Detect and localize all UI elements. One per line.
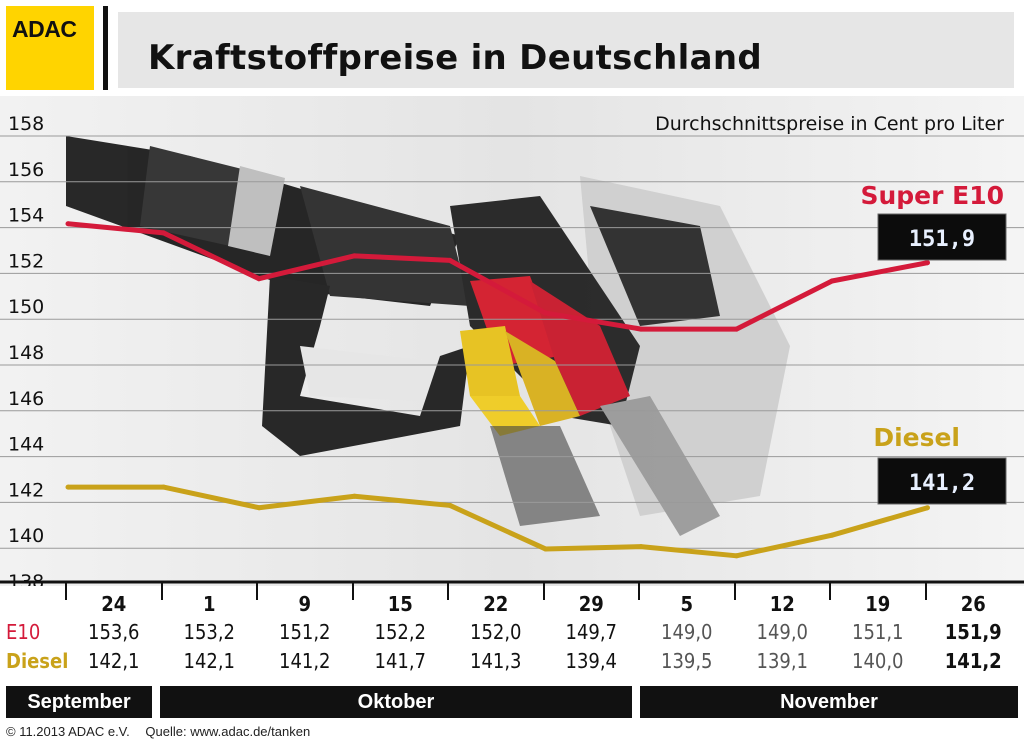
e10-price-display: 151,9 bbox=[877, 213, 1007, 261]
x-tick-label: 1 bbox=[202, 592, 216, 616]
diesel-series-line bbox=[68, 484, 929, 559]
e10-value-label: 149,0 bbox=[661, 620, 713, 644]
e10-series-line bbox=[67, 221, 928, 332]
diesel-value-label: 142,1 bbox=[88, 649, 140, 673]
e10-row-label: E10 bbox=[6, 620, 41, 644]
diesel-data-point bbox=[161, 484, 166, 490]
y-tick-label: 148 bbox=[8, 342, 44, 364]
diesel-legend-label: Diesel bbox=[873, 423, 960, 452]
x-tick-label: 24 bbox=[101, 592, 127, 616]
source: Quelle: www.adac.de/tanken bbox=[145, 724, 311, 739]
diesel-data-point bbox=[543, 546, 548, 552]
diesel-data-point bbox=[734, 553, 739, 559]
copyright: © 11.2013 ADAC e.V. bbox=[6, 724, 130, 739]
x-tick-label: 5 bbox=[680, 592, 694, 616]
diesel-data-point bbox=[65, 484, 71, 490]
e10-value-label: 151,9 bbox=[944, 620, 1002, 644]
e10-value-label: 149,7 bbox=[565, 620, 618, 644]
y-tick-label: 142 bbox=[8, 479, 44, 501]
column-separator bbox=[924, 582, 927, 600]
chart-area: 158 156 154 152 150 148 146 144 142 140 138 Durchs… bbox=[0, 96, 1024, 586]
gridlines bbox=[0, 135, 1024, 549]
diesel-display-value: 141,2 bbox=[909, 471, 975, 496]
diesel-data-point bbox=[638, 544, 644, 550]
e10-data-point bbox=[352, 253, 357, 259]
diesel-value-label: 139,1 bbox=[756, 649, 809, 673]
e10-data-point bbox=[829, 278, 835, 284]
column-separator bbox=[542, 582, 545, 600]
y-tick-label: 138 bbox=[8, 571, 44, 586]
column-separator bbox=[351, 582, 354, 600]
x-tick-label: 12 bbox=[769, 592, 795, 616]
y-tick-label: 152 bbox=[8, 250, 44, 272]
x-tick-label: 19 bbox=[865, 592, 891, 616]
e10-value-label: 149,0 bbox=[756, 620, 809, 644]
e10-data-point bbox=[543, 310, 548, 316]
diesel-value-label: 141,2 bbox=[279, 649, 331, 673]
series-lines bbox=[65, 221, 930, 559]
diesel-price-display: 141,2 bbox=[877, 457, 1007, 505]
e10-legend-label: Super E10 bbox=[860, 181, 1004, 210]
e10-data-point bbox=[925, 260, 930, 266]
e10-display-value: 151,9 bbox=[909, 227, 975, 252]
x-tick-label: 26 bbox=[960, 592, 986, 616]
y-tick-label: 150 bbox=[8, 296, 44, 318]
footer: © 11.2013 ADAC e.V. Quelle: www.adac.de/… bbox=[6, 724, 322, 739]
column-separator bbox=[65, 582, 67, 600]
e10-data-point bbox=[65, 221, 71, 227]
diesel-value-label: 139,5 bbox=[661, 649, 713, 673]
column-separator bbox=[256, 582, 258, 600]
diesel-data-point bbox=[352, 493, 357, 499]
e10-value-label: 151,1 bbox=[852, 620, 904, 644]
y-tick-label: 146 bbox=[8, 388, 44, 410]
diesel-data-point bbox=[829, 532, 835, 538]
diesel-value-label: 141,2 bbox=[944, 649, 1002, 673]
column-separator bbox=[733, 582, 736, 600]
diesel-value-label: 142,1 bbox=[183, 649, 236, 673]
x-tick-label: 15 bbox=[387, 592, 413, 616]
x-tick-label: 29 bbox=[578, 592, 604, 616]
diesel-row-label: Diesel bbox=[6, 649, 69, 673]
e10-data-point bbox=[734, 326, 739, 332]
e10-data-point bbox=[447, 257, 453, 263]
diesel-data-point bbox=[925, 505, 930, 511]
logo-text: ADAC bbox=[12, 16, 77, 42]
diesel-value-label: 141,7 bbox=[374, 649, 427, 673]
column-separator bbox=[829, 582, 831, 600]
title-background bbox=[118, 12, 1014, 88]
e10-value-label: 151,2 bbox=[279, 620, 331, 644]
y-tick-label: 144 bbox=[8, 434, 44, 456]
diesel-data-point bbox=[256, 505, 262, 511]
diesel-value-label: 139,4 bbox=[565, 649, 618, 673]
column-separator bbox=[638, 582, 640, 600]
month-label-september: September bbox=[6, 686, 152, 718]
e10-value-label: 152,2 bbox=[374, 620, 427, 644]
chart-subtitle: Durchschnittspreise in Cent pro Liter bbox=[655, 113, 1004, 135]
logo-divider bbox=[103, 6, 108, 90]
x-tick-label: 9 bbox=[298, 592, 312, 616]
y-tick-label: 140 bbox=[8, 525, 44, 547]
month-label-november: November bbox=[640, 686, 1018, 718]
diesel-data-point bbox=[447, 502, 453, 508]
e10-data-point bbox=[161, 230, 166, 236]
e10-data-point bbox=[638, 326, 644, 332]
e10-value-label: 153,2 bbox=[183, 620, 236, 644]
adac-logo: ADAC bbox=[6, 6, 94, 90]
x-tick-label: 22 bbox=[483, 592, 509, 616]
column-separator bbox=[447, 582, 449, 600]
diesel-value-label: 140,0 bbox=[852, 649, 904, 673]
column-separator bbox=[160, 582, 163, 600]
y-axis-ticks: 158 156 154 152 150 148 146 144 142 140 138 bbox=[8, 113, 44, 586]
e10-value-label: 152,0 bbox=[470, 620, 522, 644]
chart-title: Kraftstoffpreise in Deutschland bbox=[148, 38, 762, 78]
e10-value-label: 153,6 bbox=[88, 620, 140, 644]
y-tick-label: 156 bbox=[8, 159, 44, 181]
month-label-oktober: Oktober bbox=[160, 686, 632, 718]
e10-data-point bbox=[256, 276, 262, 282]
y-tick-label: 158 bbox=[8, 113, 44, 135]
y-tick-label: 154 bbox=[8, 205, 44, 227]
diesel-value-label: 141,3 bbox=[470, 649, 522, 673]
